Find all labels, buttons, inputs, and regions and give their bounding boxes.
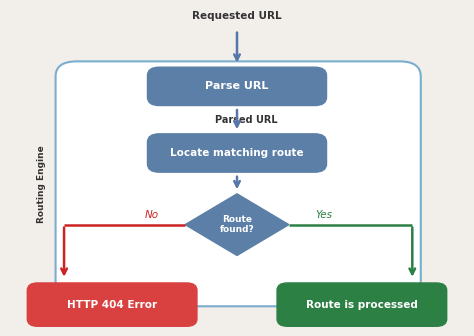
Text: No: No [145,210,159,220]
Text: Yes: Yes [316,210,333,220]
Text: Route is processed: Route is processed [306,300,418,309]
Text: Parse URL: Parse URL [205,81,269,91]
Text: HTTP 404 Error: HTTP 404 Error [67,300,157,309]
FancyBboxPatch shape [277,283,447,326]
FancyBboxPatch shape [147,67,327,106]
Text: Requested URL: Requested URL [192,11,282,22]
Text: Route
found?: Route found? [219,215,255,234]
FancyBboxPatch shape [55,61,421,306]
FancyBboxPatch shape [27,283,197,326]
FancyBboxPatch shape [147,134,327,172]
Text: Parsed URL: Parsed URL [215,115,278,125]
Text: Routing Engine: Routing Engine [37,145,46,223]
Polygon shape [185,194,289,255]
Text: Locate matching route: Locate matching route [170,148,304,158]
